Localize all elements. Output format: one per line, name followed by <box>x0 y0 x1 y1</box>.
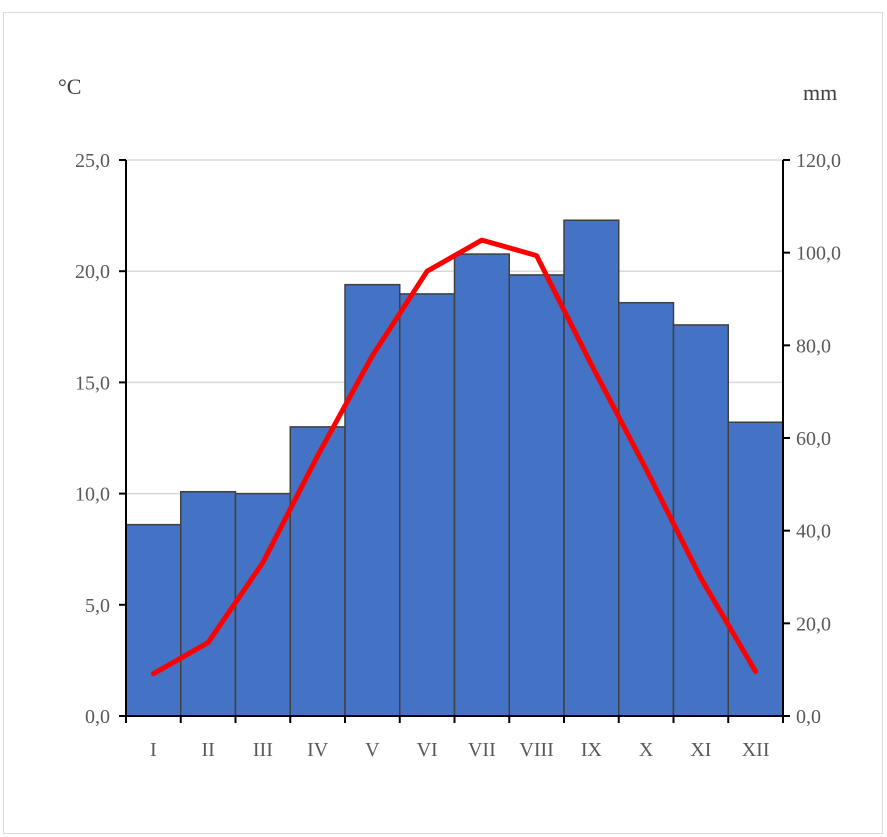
x-tick-label: VI <box>417 739 438 761</box>
left-tick-label: 25,0 <box>75 150 110 172</box>
x-tick-label: III <box>253 739 273 761</box>
temperature-line <box>150 237 759 677</box>
axes: 0,0 5,0 10,0 15,0 20,0 25,0 0,0 20,0 40,0 60,0 80,… <box>75 150 841 761</box>
x-tick-label: IV <box>307 739 329 761</box>
precipitation-bar-V <box>344 283 401 717</box>
precipitation-bar-XI <box>672 324 729 717</box>
precipitation-bar-II <box>180 490 237 717</box>
left-tick-label: 10,0 <box>75 484 110 506</box>
right-tick-label: 60,0 <box>796 428 831 450</box>
right-tick-label: 120,0 <box>796 150 841 172</box>
right-tick-label: 20,0 <box>796 613 831 635</box>
x-tick-label: IX <box>581 739 603 761</box>
x-tick-label: XI <box>690 739 711 761</box>
temperature-line-path <box>150 237 759 677</box>
x-tick-label: II <box>201 739 214 761</box>
right-tick-label: 0,0 <box>796 706 821 728</box>
right-tick-label: 80,0 <box>796 335 831 357</box>
x-tick-label: V <box>365 739 380 761</box>
x-tick-label: X <box>639 739 654 761</box>
precipitation-bar-IX <box>563 219 620 717</box>
precipitation-bar-I <box>125 523 182 717</box>
precipitation-bar-VI <box>399 293 456 717</box>
precipitation-bar-VIII <box>508 274 565 717</box>
right-tick-label: 40,0 <box>796 521 831 543</box>
right-tick-label: 100,0 <box>796 243 841 265</box>
left-tick-label: 0,0 <box>85 706 110 728</box>
x-tick-label: VII <box>468 739 496 761</box>
left-tick-label: 15,0 <box>75 372 110 394</box>
right-axis-unit-label: mm <box>803 80 837 105</box>
x-tick-label: I <box>150 739 157 761</box>
left-axis-unit-label: °C <box>58 74 81 99</box>
x-tick-label: XII <box>742 739 770 761</box>
left-tick-label: 5,0 <box>85 595 110 617</box>
precipitation-bar-IV <box>289 426 346 717</box>
left-tick-label: 20,0 <box>75 261 110 283</box>
x-tick-label: VIII <box>519 739 553 761</box>
precipitation-bar-VII <box>453 253 510 717</box>
precipitation-bars <box>125 219 784 717</box>
